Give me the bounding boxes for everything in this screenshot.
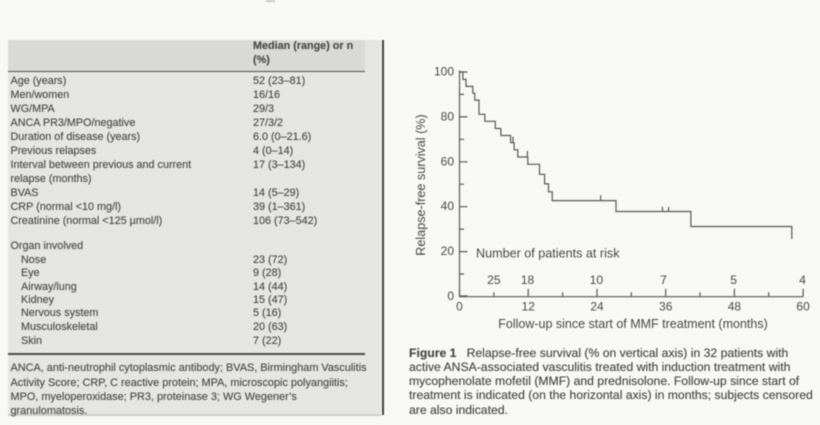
svg-text:18: 18 [521,273,535,287]
svg-text:25: 25 [487,273,501,287]
svg-text:Relapse-free survival (%): Relapse-free survival (%) [414,114,428,255]
svg-text:24: 24 [590,300,604,314]
svg-text:0: 0 [447,289,454,303]
svg-text:5: 5 [730,273,737,287]
svg-text:100: 100 [434,65,454,79]
svg-text:0: 0 [456,300,463,314]
svg-text:60: 60 [441,154,455,168]
svg-text:60: 60 [796,300,810,314]
svg-text:Number of patients at risk: Number of patients at risk [476,247,620,261]
svg-text:20: 20 [441,244,455,258]
svg-text:Follow-up since start of MMF t: Follow-up since start of MMF treatment (… [498,317,768,331]
svg-text:12: 12 [522,300,536,314]
svg-text:40: 40 [441,199,455,213]
svg-text:36: 36 [659,300,673,314]
svg-text:10: 10 [590,273,604,287]
svg-text:4: 4 [799,273,806,287]
svg-text:48: 48 [728,300,742,314]
svg-text:80: 80 [441,109,455,123]
svg-text:7: 7 [660,273,667,287]
